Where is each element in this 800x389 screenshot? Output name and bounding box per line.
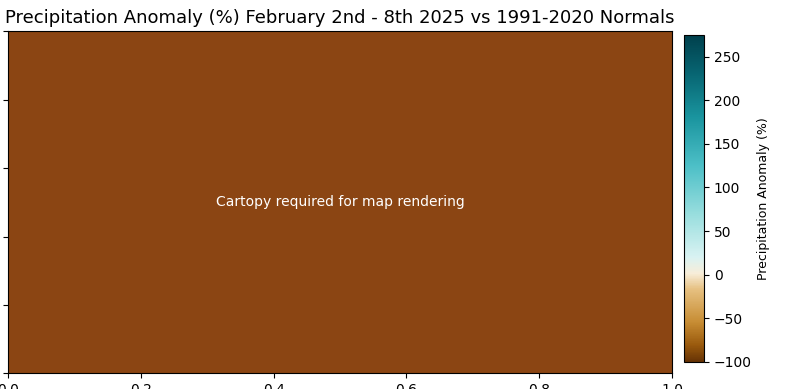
Y-axis label: Precipitation Anomaly (%): Precipitation Anomaly (%) bbox=[758, 117, 770, 280]
Text: Cartopy required for map rendering: Cartopy required for map rendering bbox=[216, 195, 464, 209]
Title: Precipitation Anomaly (%) February 2nd - 8th 2025 vs 1991-2020 Normals: Precipitation Anomaly (%) February 2nd -… bbox=[6, 9, 674, 27]
